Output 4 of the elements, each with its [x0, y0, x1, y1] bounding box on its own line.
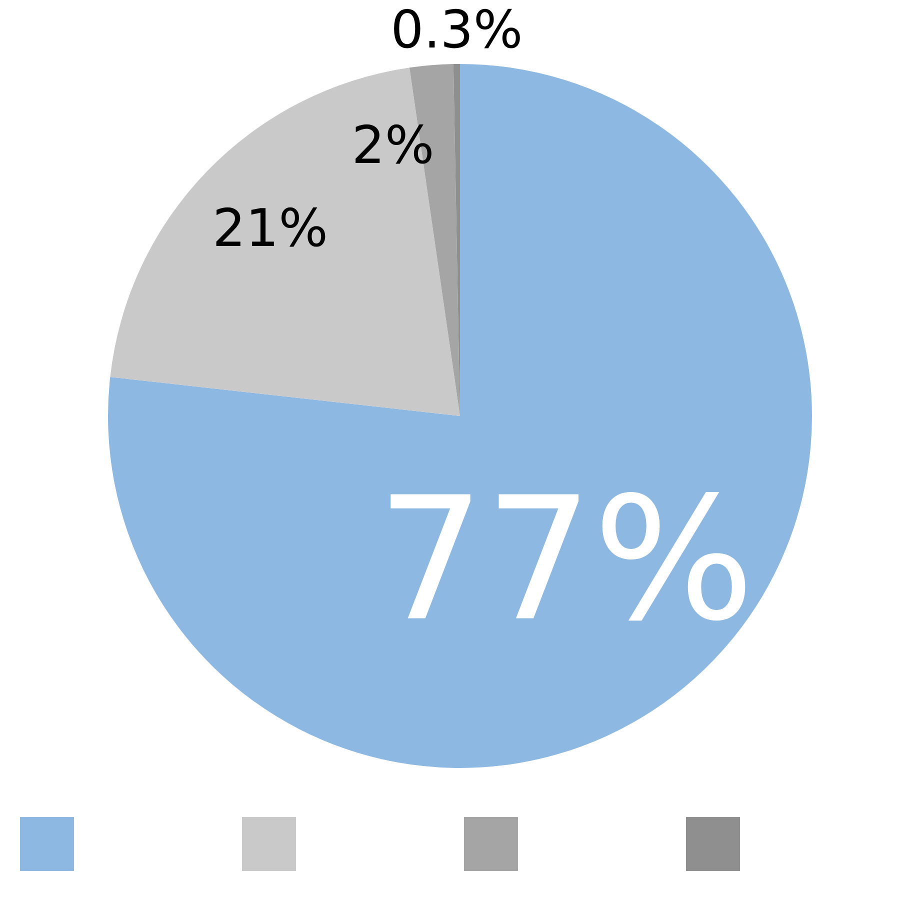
data-label: 2%: [352, 116, 434, 176]
data-label: 0.3%: [390, 0, 523, 61]
data-label: 21%: [212, 198, 328, 259]
data-label: 77%: [376, 461, 755, 660]
